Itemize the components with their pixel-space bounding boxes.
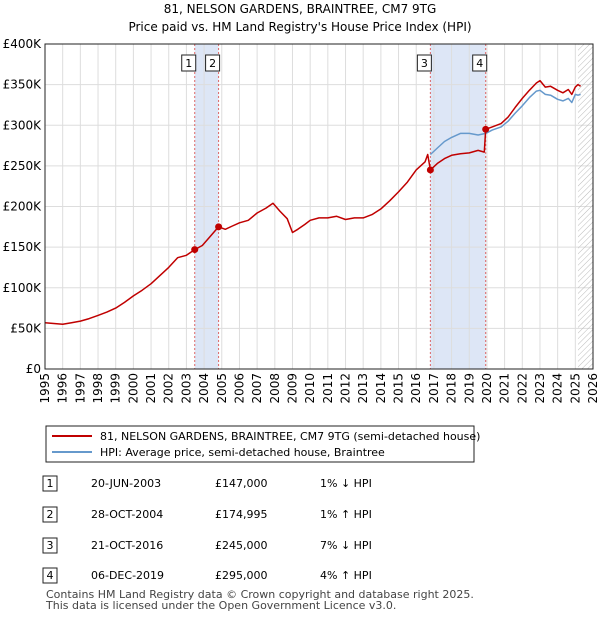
table-row: 2 28-OCT-2004 £174,995 1% ↑ HPI <box>42 506 372 523</box>
price-paid-line <box>44 79 582 326</box>
y-tick-label: £50K <box>10 321 42 335</box>
y-axis: £0 £50K £100K £150K £200K £250K £300K £350K £400… <box>3 37 43 376</box>
row-price: £147,000 <box>215 477 268 490</box>
x-tick-label: 1997 <box>73 373 87 404</box>
x-tick-label: 2021 <box>498 373 512 404</box>
chart-subtitle: Price paid vs. HM Land Registry's House … <box>128 20 471 34</box>
x-tick-label: 2012 <box>339 373 353 404</box>
x-tick-label: 2008 <box>268 373 282 404</box>
row-price: £295,000 <box>215 569 268 582</box>
legend-hpi-label: HPI: Average price, semi-detached house,… <box>100 446 385 459</box>
x-tick-label: 1998 <box>91 373 105 404</box>
sale-marker-number: 1 <box>185 57 192 70</box>
sale-marker-box <box>205 54 221 72</box>
row-number-box <box>42 506 58 523</box>
y-tick-label: £300K <box>3 118 43 132</box>
y-tick-label: £0 <box>26 362 41 376</box>
x-tick-label: 2018 <box>445 373 459 404</box>
sale-point <box>215 223 223 231</box>
sale-marker-labels: 1 2 3 4 <box>181 54 488 72</box>
grid <box>44 43 594 370</box>
row-hpi: 1% ↑ HPI <box>320 508 372 521</box>
x-tick-label: 2011 <box>321 373 335 404</box>
row-date: 20-JUN-2003 <box>91 477 161 490</box>
x-tick-label: 2019 <box>462 373 476 404</box>
footer-license: This data is licensed under the Open Gov… <box>46 599 397 612</box>
row-hpi: 1% ↓ HPI <box>320 477 372 490</box>
sale-marker-box <box>472 54 488 72</box>
table-row: 1 20-JUN-2003 £147,000 1% ↓ HPI <box>42 475 372 492</box>
row-number-box <box>42 567 58 584</box>
x-tick-label: 1999 <box>109 373 123 404</box>
sale-marker-number: 4 <box>476 57 483 70</box>
y-tick-label: £200K <box>3 200 43 214</box>
sale-point <box>426 166 434 174</box>
x-axis: 1995 1996 1997 1998 1999 2000 2001 2002 2003 2004… <box>38 373 600 404</box>
x-tick-label: 2005 <box>215 373 229 404</box>
sale-marker-box <box>181 54 197 72</box>
footer: Contains HM Land Registry data © Crown c… <box>46 589 474 611</box>
forecast-region <box>577 44 593 369</box>
x-tick-label: 2024 <box>551 373 565 404</box>
x-tick-label: 2001 <box>144 373 158 404</box>
legend: 81, NELSON GARDENS, BRAINTREE, CM7 9TG (… <box>45 425 480 463</box>
legend-box <box>45 425 475 463</box>
sales-table: 1 20-JUN-2003 £147,000 1% ↓ HPI 2 28-OCT… <box>42 475 372 584</box>
row-number-box <box>42 475 58 492</box>
row-date: 28-OCT-2004 <box>91 508 163 521</box>
table-row: 4 06-DEC-2019 £295,000 4% ↑ HPI <box>42 567 372 584</box>
x-tick-label: 2000 <box>126 373 140 404</box>
row-price: £174,995 <box>215 508 268 521</box>
row-date: 06-DEC-2019 <box>91 569 164 582</box>
x-tick-label: 2009 <box>285 373 299 404</box>
sale-points <box>191 125 490 254</box>
footer-copyright: Contains HM Land Registry data © Crown c… <box>46 588 474 601</box>
x-tick-label: 2026 <box>586 373 600 404</box>
row-number: 3 <box>47 539 54 552</box>
x-tick-label: 2016 <box>409 373 423 404</box>
series-lines <box>44 79 582 326</box>
x-tick-label: 2020 <box>480 373 494 404</box>
x-tick-label: 2002 <box>162 373 176 404</box>
x-tick-label: 2006 <box>232 373 246 404</box>
sale-marker-number: 3 <box>421 57 428 70</box>
x-tick-label: 2023 <box>533 373 547 404</box>
sale-point <box>191 246 199 254</box>
x-tick-label: 1995 <box>38 373 52 404</box>
row-date: 21-OCT-2016 <box>91 539 163 552</box>
x-tick-label: 2014 <box>374 373 388 404</box>
x-tick-label: 2015 <box>392 373 406 404</box>
row-number-box <box>42 537 58 554</box>
x-tick-label: 2007 <box>250 373 264 404</box>
sale-marker-number: 2 <box>209 57 216 70</box>
table-row: 3 21-OCT-2016 £245,000 7% ↓ HPI <box>42 537 372 554</box>
hpi-line <box>429 89 581 156</box>
row-number: 2 <box>47 508 54 521</box>
x-tick-label: 2004 <box>197 373 211 404</box>
y-tick-label: £350K <box>3 78 43 92</box>
row-number: 1 <box>47 477 54 490</box>
row-hpi: 7% ↓ HPI <box>320 539 372 552</box>
x-tick-label: 2013 <box>356 373 370 404</box>
x-tick-label: 2025 <box>568 373 582 404</box>
x-tick-label: 2003 <box>179 373 193 404</box>
x-tick-label: 2022 <box>515 373 529 404</box>
sale-point <box>482 125 490 133</box>
sale-marker-box <box>416 54 432 72</box>
row-number: 4 <box>47 569 54 582</box>
chart-title: 81, NELSON GARDENS, BRAINTREE, CM7 9TG <box>164 2 437 16</box>
plot-frame <box>44 43 594 370</box>
forecast-hatch <box>577 44 593 369</box>
x-tick-label: 2017 <box>427 373 441 404</box>
x-tick-label: 2010 <box>303 373 317 404</box>
y-tick-label: £250K <box>3 159 43 173</box>
y-tick-label: £400K <box>3 37 43 51</box>
x-tick-label: 1996 <box>56 373 70 404</box>
y-tick-label: £100K <box>3 281 43 295</box>
row-hpi: 4% ↑ HPI <box>320 569 372 582</box>
row-price: £245,000 <box>215 539 268 552</box>
y-tick-label: £150K <box>3 240 43 254</box>
legend-price-label: 81, NELSON GARDENS, BRAINTREE, CM7 9TG (… <box>100 430 480 443</box>
